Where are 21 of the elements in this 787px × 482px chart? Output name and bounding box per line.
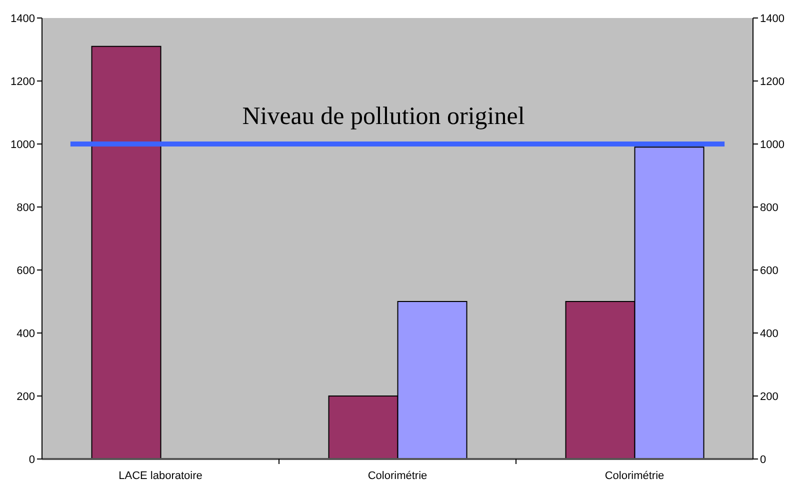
y-tick-label: 1200 [10, 76, 35, 88]
y-tick-label: 0 [28, 454, 35, 466]
y2-tick-label: 0 [760, 454, 766, 466]
y-tick-label: 1000 [10, 138, 35, 151]
y2-tick-label: 800 [760, 202, 778, 214]
y2-tick-label: 1400 [760, 12, 784, 25]
y-tick-label: 1400 [10, 12, 35, 25]
x-tick-label: Colorimétrie [604, 470, 664, 482]
ref-line-label: Niveau de pollution originel [242, 103, 525, 130]
x-tick-label: Colorimétrie [368, 470, 428, 482]
bar [91, 46, 162, 459]
y-tick-label: 800 [16, 202, 35, 214]
y2-tick-label: 200 [760, 390, 778, 403]
y2-tick-label: 1000 [760, 138, 784, 151]
y2-tick-label: 600 [760, 264, 778, 277]
y2-tick-label: 1200 [760, 76, 784, 88]
y-tick-label: 200 [16, 390, 35, 403]
y-tick-label: 600 [16, 264, 35, 277]
x-tick-label: LACE laboratoire [118, 470, 202, 482]
y2-tick-label: 400 [760, 328, 778, 340]
y-tick-label: 400 [16, 328, 35, 340]
